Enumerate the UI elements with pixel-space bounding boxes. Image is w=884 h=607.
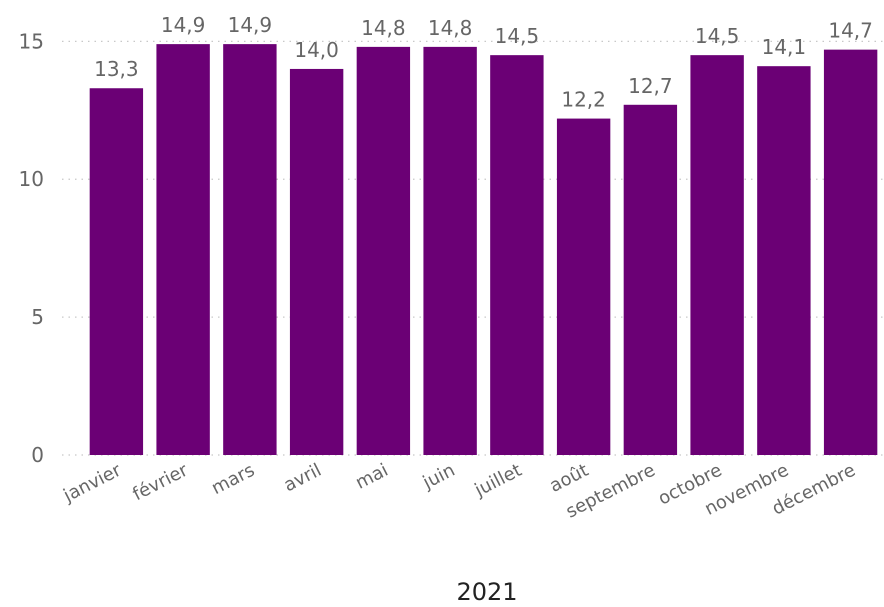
bar [156,44,210,455]
x-tick-label: juillet [471,460,526,502]
bar [356,46,411,456]
y-tick-label: 10 [19,167,44,191]
bar [423,46,477,456]
y-tick-label: 15 [19,29,44,53]
data-label: 14,0 [294,38,339,62]
x-tick-label: février [129,459,192,505]
data-label: 14,1 [762,35,807,59]
bar [289,68,344,455]
data-label: 13,3 [94,57,139,81]
bar [490,55,544,455]
x-tick-label: mai [352,460,391,494]
data-label: 14,5 [495,24,540,48]
x-tick-label: janvier [59,459,125,506]
data-label: 12,7 [628,74,673,98]
y-axis-tick-labels: 0 5 10 15 [19,29,44,467]
x-axis-category-labels: janvier février mars avril mai juin juillet aoû… [59,459,859,522]
x-tick-label: mars [208,460,258,499]
bar [623,104,678,456]
y-tick-label: 5 [31,305,44,329]
bar [690,55,744,455]
bar [89,88,144,455]
bar [556,118,611,456]
bar [757,66,811,455]
x-tick-label: juin [419,460,459,494]
bar [223,44,277,455]
data-label: 14,9 [161,13,206,37]
data-label: 14,7 [828,19,873,43]
data-label: 14,8 [428,16,473,40]
data-labels: 13,3 14,9 14,9 14,0 14,8 14,8 14,5 12,2 12,7 14,5… [94,13,873,111]
data-label: 12,2 [561,88,606,112]
data-label: 14,5 [695,24,740,48]
x-axis-title: 2021 [456,578,517,606]
data-label: 14,8 [361,16,406,40]
x-tick-label: avril [281,460,325,496]
bars [89,44,878,456]
data-label: 14,9 [228,13,273,37]
y-tick-label: 0 [31,443,44,467]
bar [823,49,878,456]
